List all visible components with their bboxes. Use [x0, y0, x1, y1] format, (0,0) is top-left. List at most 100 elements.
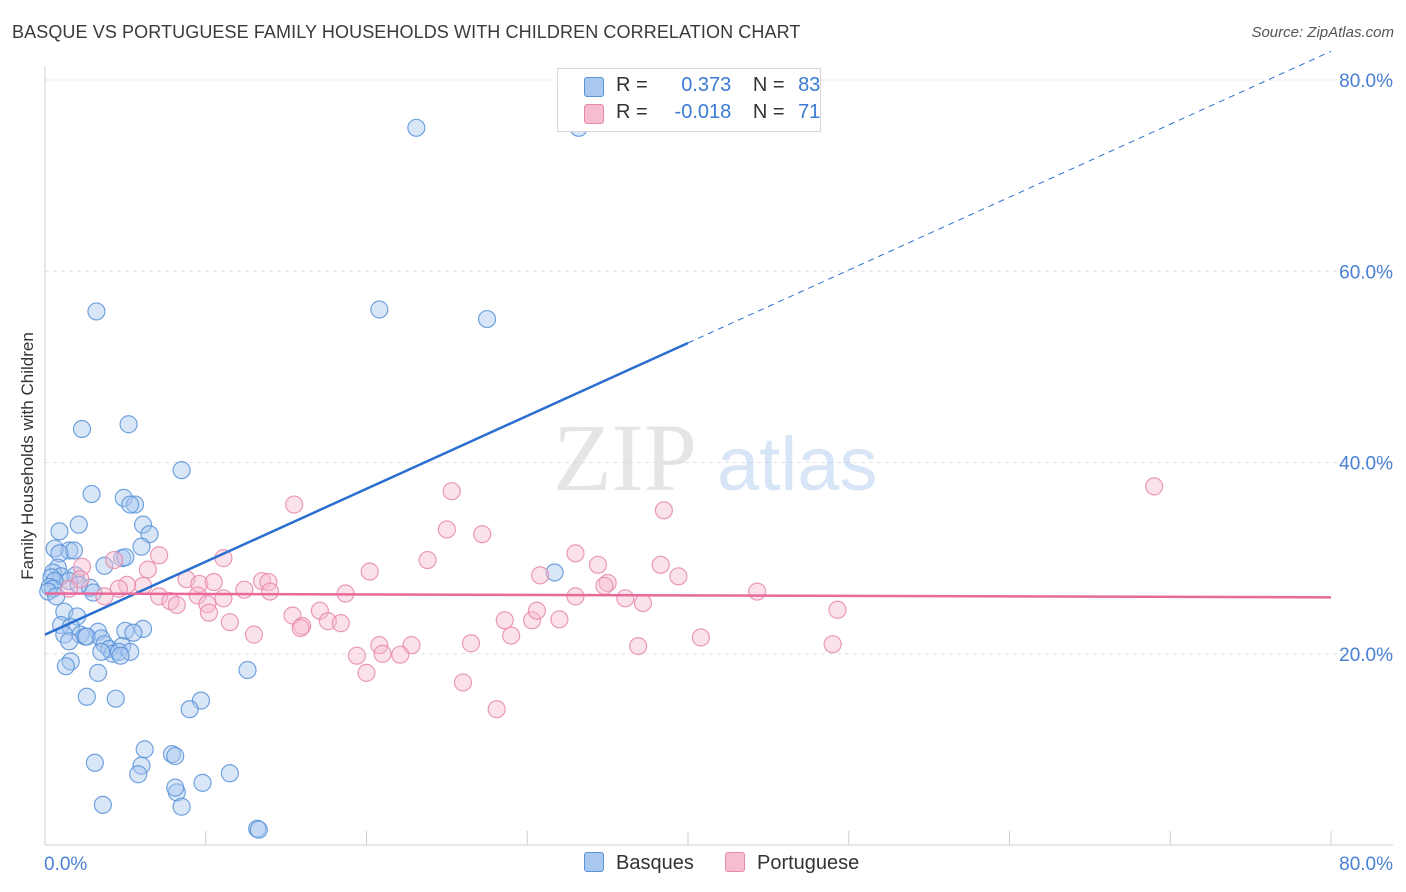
- basques-point: [133, 515, 153, 534]
- series-portuguese: [60, 477, 1164, 719]
- basques-point: [85, 753, 104, 772]
- portuguese-point: [495, 611, 514, 630]
- basques-point: [60, 571, 79, 591]
- portuguese-legend-label: Portuguese: [757, 852, 860, 874]
- portuguese-point: [260, 582, 280, 601]
- portuguese-trend-line: [44, 592, 1332, 599]
- portuguese-point: [418, 550, 437, 570]
- portuguese-point: [828, 600, 847, 619]
- basques-point: [50, 544, 69, 563]
- basques-legend-swatch: [584, 852, 604, 872]
- basques-legend-label: Basques: [616, 852, 694, 874]
- basques-point: [249, 820, 268, 839]
- portuguese-point: [220, 613, 239, 632]
- portuguese-point: [357, 663, 376, 682]
- portuguese-point: [598, 573, 617, 593]
- basques-point: [121, 495, 140, 514]
- legend-n-value: 83: [798, 74, 821, 96]
- portuguese-point: [285, 495, 304, 514]
- tick-labels: 20.0% 40.0% 60.0% 80.0% 0.0% 80.0%: [44, 71, 1393, 875]
- basques-point: [124, 623, 143, 642]
- basques-point: [116, 548, 135, 567]
- basques-point: [370, 300, 389, 319]
- portuguese-point: [442, 482, 461, 501]
- legend-n-label: N =: [752, 101, 785, 123]
- portuguese-point: [214, 589, 233, 608]
- basques-point: [111, 646, 130, 665]
- portuguese-point: [522, 611, 542, 630]
- gridlines: [45, 79, 1393, 655]
- portuguese-point: [748, 582, 767, 601]
- source-credit: Source: ZipAtlas.com: [1251, 24, 1394, 41]
- y-tick-label: 20.0%: [1339, 645, 1393, 666]
- basques-point: [92, 642, 111, 661]
- basques-point: [45, 571, 64, 591]
- basques-point: [82, 484, 101, 504]
- portuguese-point: [95, 587, 114, 606]
- portuguese-legend-swatch: [725, 852, 745, 872]
- legend-item-portuguese: Portuguese: [725, 852, 859, 875]
- basques-point: [106, 689, 125, 708]
- legend-n-label: N =: [752, 74, 785, 96]
- portuguese-point: [199, 603, 219, 622]
- basques-point: [77, 687, 96, 706]
- legend-n-value: 71: [798, 101, 821, 123]
- basques-point: [125, 495, 145, 514]
- basques-point: [248, 819, 267, 838]
- portuguese-point: [669, 567, 688, 586]
- portuguese-point: [331, 614, 350, 633]
- basques-trend-line: [44, 341, 689, 636]
- portuguese-point: [244, 625, 264, 644]
- basques-point: [220, 764, 239, 783]
- x-tick-label: 80.0%: [1339, 854, 1393, 875]
- basques-point: [114, 488, 133, 507]
- y-tick-label: 60.0%: [1339, 262, 1393, 283]
- basques-point: [166, 778, 185, 797]
- portuguese-point: [651, 555, 670, 574]
- axes: [44, 66, 1393, 846]
- basques-point: [56, 657, 75, 676]
- portuguese-point: [588, 555, 608, 574]
- y-tick-label: 40.0%: [1339, 454, 1393, 475]
- watermark-atlas: atlas: [717, 422, 878, 507]
- legend-r-label: R =: [616, 74, 648, 96]
- portuguese-point: [633, 593, 653, 613]
- basques-point: [407, 118, 426, 137]
- portuguese-point: [566, 587, 585, 606]
- basques-swatch: [584, 77, 604, 97]
- legend-r-value: 0.373: [681, 74, 732, 96]
- legend-r-label: R =: [616, 101, 648, 123]
- portuguese-point: [138, 560, 157, 579]
- basques-point: [77, 627, 96, 646]
- series-basques: [39, 118, 588, 839]
- portuguese-point: [823, 635, 842, 654]
- basques-point: [121, 642, 140, 661]
- portuguese-point: [502, 626, 521, 645]
- basques-point: [180, 700, 199, 719]
- basques-point: [162, 745, 182, 764]
- basques-point: [95, 556, 114, 575]
- portuguese-point: [566, 544, 585, 563]
- portuguese-point: [235, 580, 254, 599]
- portuguese-point: [190, 574, 209, 594]
- legend-r-value: -0.018: [674, 101, 732, 123]
- portuguese-point: [1145, 477, 1164, 496]
- portuguese-point: [373, 644, 392, 663]
- basques-point: [50, 522, 69, 541]
- portuguese-point: [487, 700, 506, 719]
- portuguese-point: [391, 645, 410, 664]
- basques-point: [60, 632, 79, 651]
- legend-item-basques: Basques: [584, 852, 694, 875]
- basques-point: [477, 309, 497, 329]
- portuguese-point: [461, 634, 481, 653]
- portuguese-point: [473, 525, 492, 544]
- basques-point: [238, 660, 257, 680]
- basques-point: [172, 461, 191, 480]
- basques-point: [93, 795, 112, 814]
- portuguese-point: [691, 628, 710, 647]
- portuguese-swatch: [584, 104, 604, 124]
- portuguese-point: [347, 646, 366, 665]
- basques-trend-extension: [687, 50, 1332, 344]
- portuguese-point: [654, 501, 673, 520]
